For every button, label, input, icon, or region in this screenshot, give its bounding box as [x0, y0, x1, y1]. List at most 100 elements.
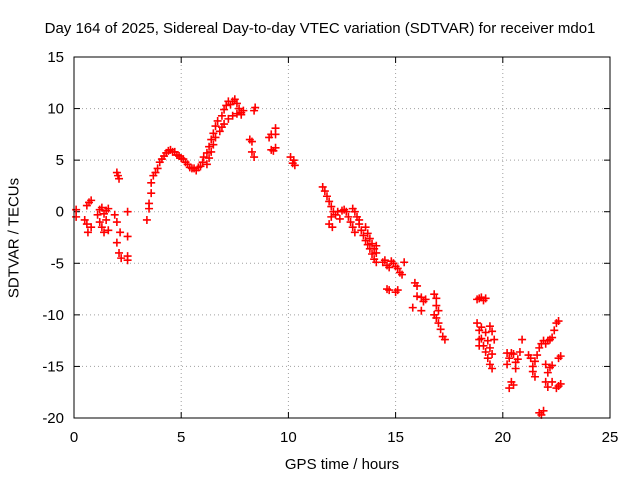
- data-point: [87, 196, 96, 205]
- data-point: [97, 203, 106, 212]
- data-point: [271, 124, 280, 133]
- data-point: [220, 120, 229, 129]
- data-point: [232, 109, 241, 118]
- data-point: [430, 310, 439, 319]
- data-point: [202, 148, 211, 157]
- data-point: [112, 238, 121, 247]
- data-point: [385, 263, 394, 272]
- data-point: [368, 239, 377, 248]
- data-point: [147, 189, 156, 198]
- data-point: [434, 306, 443, 315]
- data-point: [328, 223, 337, 232]
- data-point: [475, 341, 484, 350]
- data-point: [209, 129, 218, 138]
- data-point: [533, 351, 542, 360]
- data-point: [207, 147, 216, 156]
- data-point: [199, 153, 208, 162]
- y-tick-label: 0: [56, 204, 64, 221]
- data-point: [408, 303, 417, 312]
- data-point: [95, 218, 104, 227]
- data-point: [417, 306, 426, 315]
- data-point: [318, 182, 327, 191]
- data-point: [104, 204, 113, 213]
- data-point: [541, 360, 550, 369]
- data-point: [115, 248, 124, 257]
- data-point: [80, 215, 89, 224]
- data-point: [325, 197, 334, 206]
- data-point: [550, 326, 559, 335]
- data-point: [554, 354, 563, 363]
- data-point: [320, 187, 329, 196]
- data-point: [82, 220, 91, 229]
- data-point: [509, 350, 518, 359]
- data-point: [142, 215, 151, 224]
- data-point: [355, 220, 364, 229]
- data-points: [72, 95, 565, 419]
- data-point: [528, 362, 537, 371]
- data-point: [513, 355, 522, 364]
- data-point: [548, 333, 557, 342]
- data-point: [205, 142, 214, 151]
- data-point: [335, 214, 344, 223]
- data-point: [483, 336, 492, 345]
- data-point: [100, 228, 109, 237]
- data-point: [72, 205, 81, 214]
- data-point: [230, 95, 239, 104]
- data-point: [112, 218, 121, 227]
- data-point: [505, 384, 514, 393]
- data-point: [97, 223, 106, 232]
- data-point: [543, 383, 552, 392]
- data-point: [83, 228, 92, 237]
- data-point: [346, 218, 355, 227]
- x-tick-label: 5: [177, 429, 185, 446]
- data-point: [110, 210, 119, 219]
- data-point: [361, 236, 370, 245]
- data-point: [380, 256, 389, 265]
- x-tick-label: 0: [70, 429, 78, 446]
- data-point: [211, 133, 220, 142]
- data-point: [413, 281, 422, 290]
- data-point: [417, 293, 426, 302]
- data-point: [481, 328, 490, 337]
- data-point: [247, 147, 256, 156]
- data-point: [511, 364, 520, 373]
- data-point: [509, 380, 518, 389]
- data-point: [535, 343, 544, 352]
- data-point: [207, 135, 216, 144]
- data-point: [123, 232, 132, 241]
- data-point: [87, 223, 96, 232]
- y-tick-label: -10: [42, 307, 64, 324]
- data-point: [239, 106, 248, 115]
- data-point: [344, 212, 353, 221]
- data-point: [123, 256, 132, 265]
- data-point: [432, 301, 441, 310]
- data-point: [440, 335, 449, 344]
- y-tick-label: -5: [51, 255, 64, 272]
- data-point: [104, 226, 113, 235]
- data-point: [271, 143, 280, 152]
- data-point: [372, 241, 381, 250]
- data-point: [228, 111, 237, 120]
- data-point: [232, 99, 241, 108]
- data-point: [481, 294, 490, 303]
- data-point: [247, 137, 256, 146]
- data-point: [235, 104, 244, 113]
- data-point: [393, 264, 402, 273]
- data-point: [488, 327, 497, 336]
- data-point: [548, 377, 557, 386]
- data-point: [436, 325, 445, 334]
- data-point: [515, 347, 524, 356]
- data-point: [526, 354, 535, 363]
- y-tick-label: 15: [47, 49, 64, 66]
- data-point: [530, 357, 539, 366]
- data-point: [123, 207, 132, 216]
- grid-layer: [74, 57, 610, 418]
- data-point: [488, 350, 497, 359]
- data-point: [434, 319, 443, 328]
- data-point: [488, 364, 497, 373]
- data-point: [115, 174, 124, 183]
- data-point: [211, 122, 220, 131]
- chart-title: Day 164 of 2025, Sidereal Day-to-day VTE…: [44, 20, 596, 37]
- data-point: [485, 322, 494, 331]
